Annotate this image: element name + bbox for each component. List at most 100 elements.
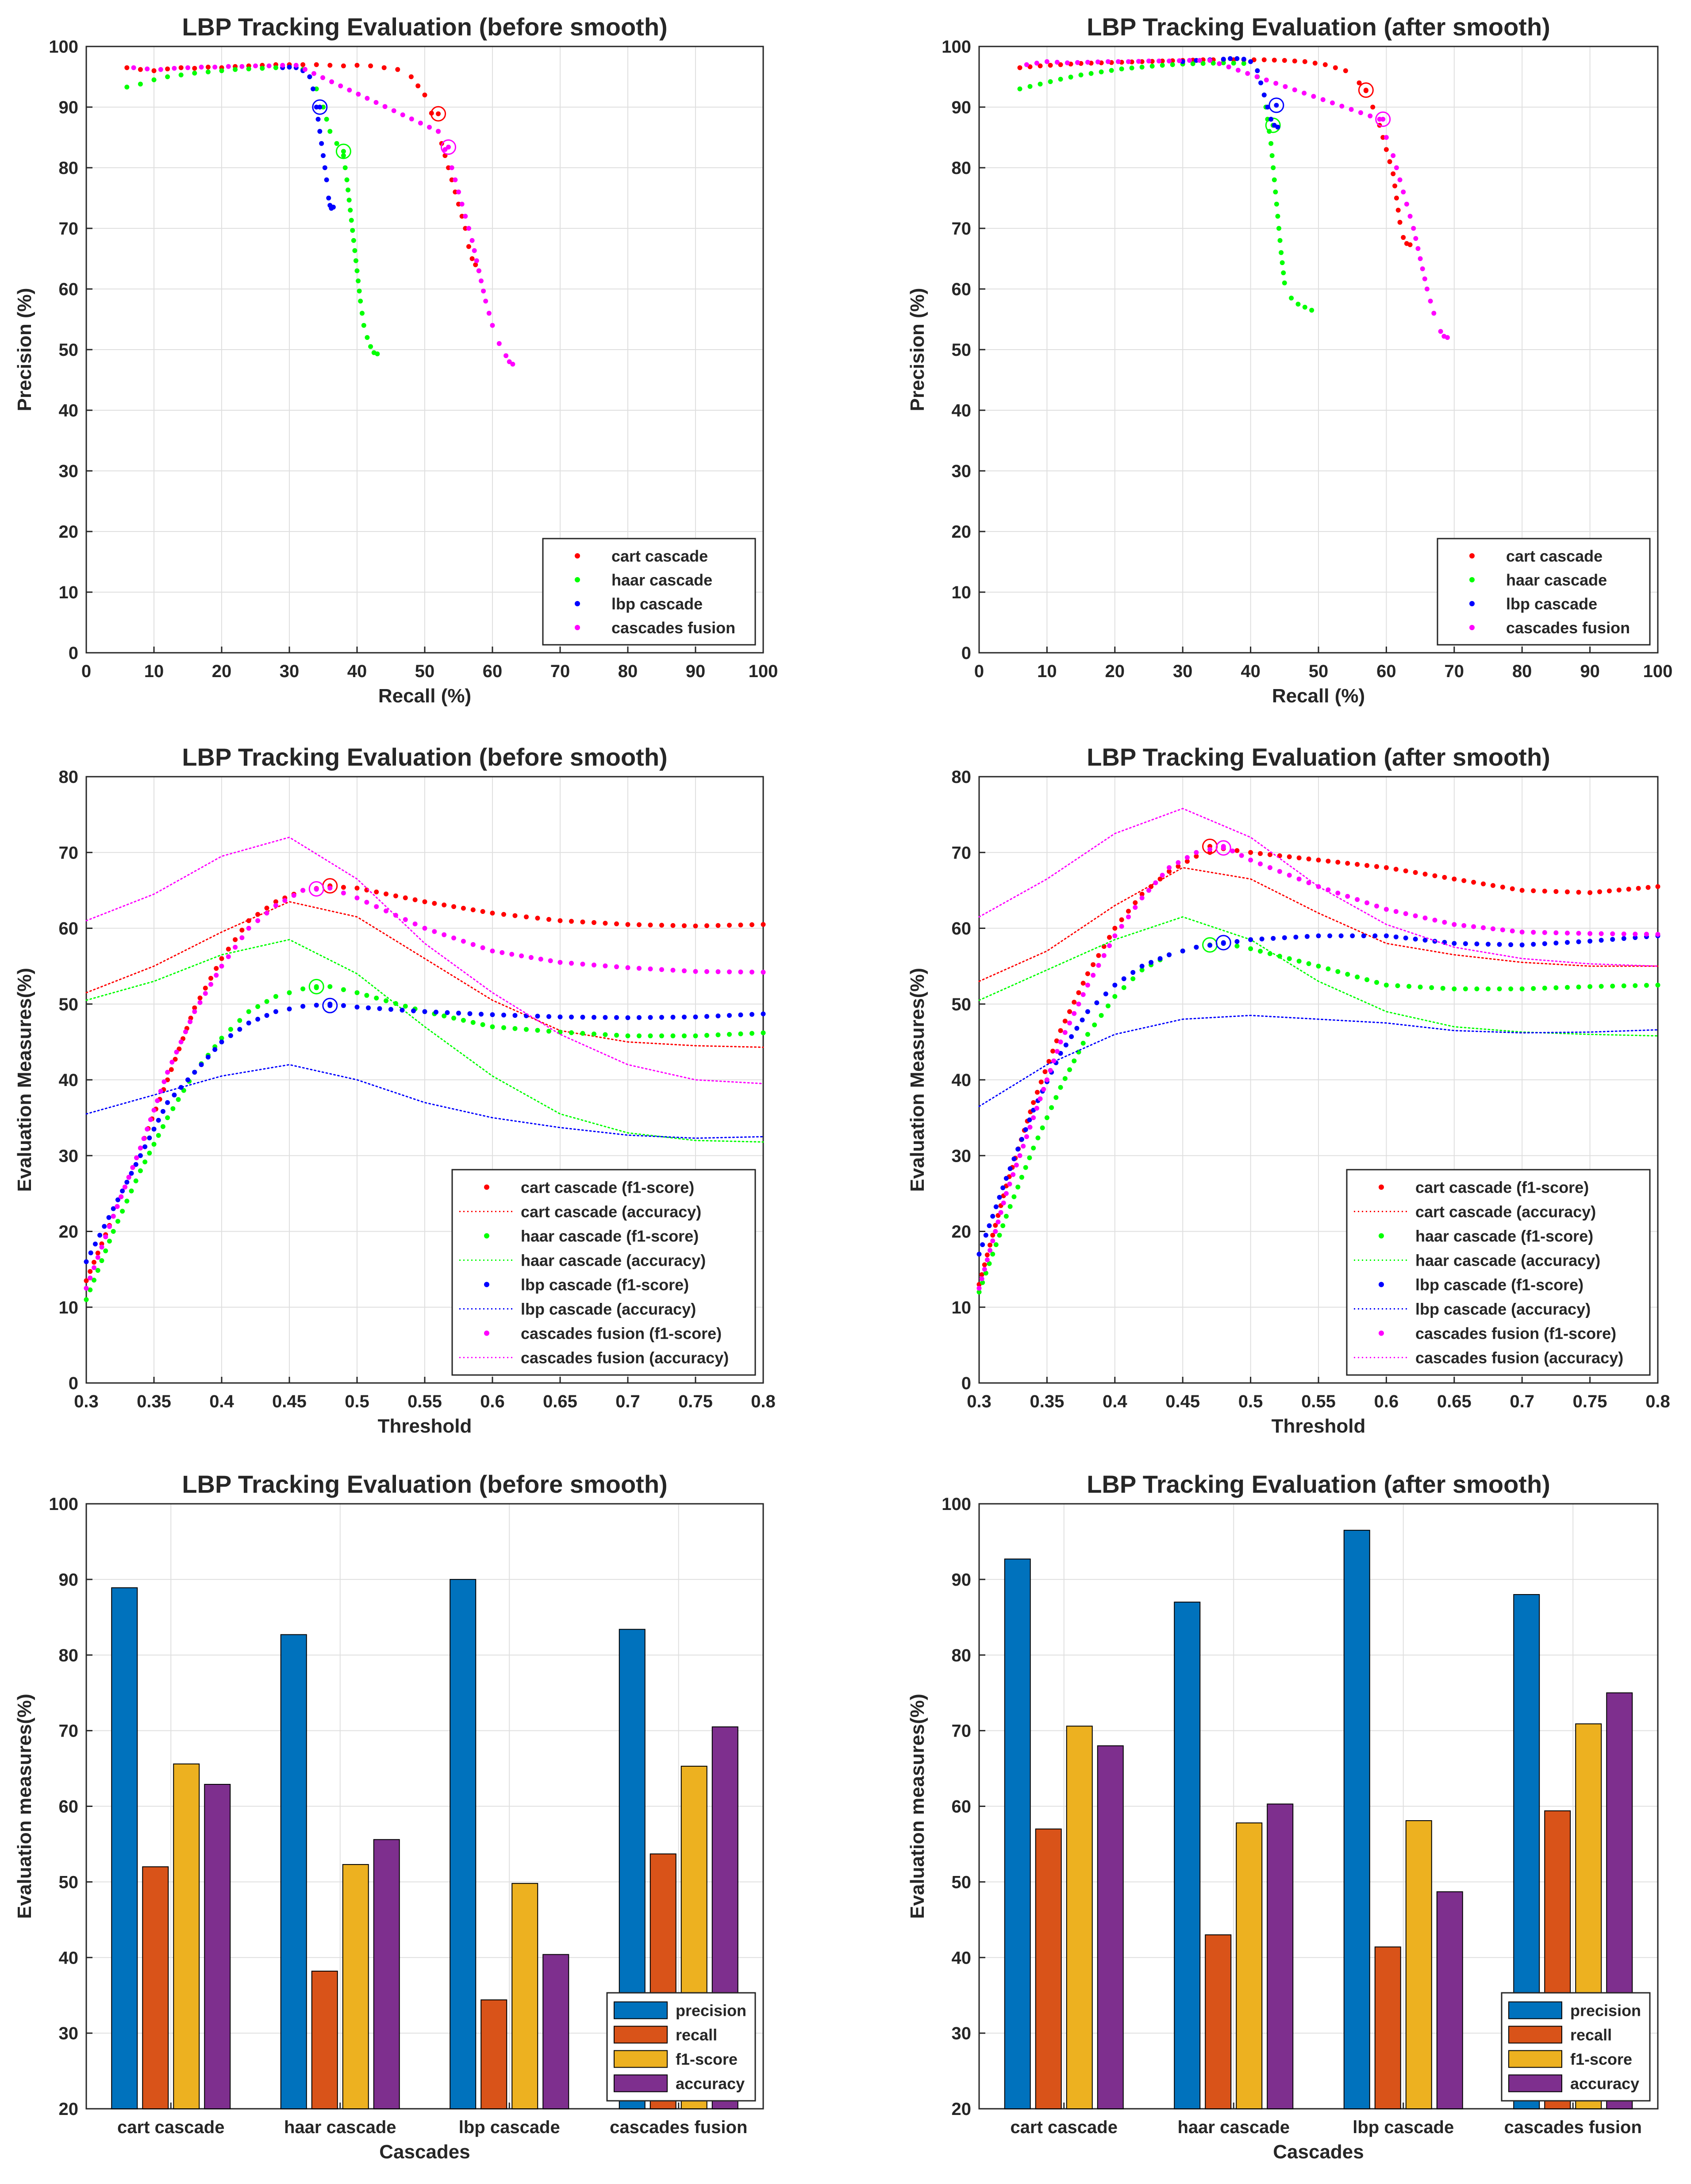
data-point <box>1364 900 1370 905</box>
data-point <box>1429 985 1434 990</box>
data-point <box>1003 1191 1009 1196</box>
legend-label: haar cascade (f1-score) <box>1415 1227 1593 1245</box>
data-point <box>1404 201 1409 207</box>
data-point <box>1258 861 1263 867</box>
data-point <box>761 970 766 975</box>
data-point <box>682 923 687 928</box>
data-point <box>1432 917 1437 923</box>
data-point <box>1279 250 1284 255</box>
data-point <box>1027 1117 1032 1123</box>
data-point <box>603 1032 608 1037</box>
data-point <box>1564 940 1570 945</box>
data-point <box>1531 986 1536 991</box>
data-point <box>1035 1135 1041 1140</box>
y-tick-label: 80 <box>952 158 972 178</box>
data-point <box>592 963 596 968</box>
x-tick-label: 0.55 <box>407 1392 442 1411</box>
data-point <box>1248 850 1253 855</box>
data-point <box>648 922 653 928</box>
data-point <box>422 1009 427 1014</box>
data-point <box>1282 280 1287 285</box>
data-point <box>1320 97 1326 102</box>
data-point <box>1044 1115 1049 1121</box>
data-point <box>1072 999 1077 1005</box>
data-point <box>1610 931 1615 936</box>
data-point <box>145 66 150 72</box>
data-point <box>382 104 388 109</box>
y-tick-label: 60 <box>59 1797 79 1817</box>
data-point <box>1072 1058 1077 1063</box>
legend-label: haar cascade (accuracy) <box>1415 1252 1600 1270</box>
data-point <box>374 890 379 895</box>
data-point <box>354 895 360 901</box>
legend-label: cart cascade <box>1506 547 1603 565</box>
data-point <box>993 1242 999 1247</box>
y-tick-label: 80 <box>59 767 79 787</box>
legend-swatch <box>484 1282 489 1287</box>
data-point <box>1085 1009 1090 1014</box>
data-point <box>1007 1166 1013 1171</box>
data-point <box>1180 948 1185 954</box>
data-point <box>1364 863 1370 868</box>
series-haar-cascade-f1-score <box>84 978 766 1302</box>
data-point <box>172 65 177 71</box>
data-point <box>490 910 495 916</box>
data-point <box>1085 60 1090 65</box>
data-point <box>192 1009 197 1014</box>
data-point <box>111 1206 116 1211</box>
bar-accuracy <box>1267 1803 1294 2109</box>
data-point <box>400 112 405 117</box>
data-point <box>1542 930 1547 935</box>
data-point <box>1497 986 1502 991</box>
data-point <box>130 1165 135 1170</box>
y-tick-label: 90 <box>952 98 972 117</box>
data-point <box>287 1006 292 1012</box>
data-point <box>682 968 687 974</box>
selected-point <box>327 1003 333 1008</box>
data-point <box>1063 1042 1068 1048</box>
data-point <box>1058 1085 1063 1090</box>
data-point <box>761 1030 766 1036</box>
series-haar-cascade-accuracy <box>85 939 764 1143</box>
data-point <box>1335 859 1341 865</box>
data-point <box>366 1005 371 1010</box>
data-point <box>1080 981 1086 986</box>
data-point <box>1374 864 1379 869</box>
data-point <box>205 1055 211 1060</box>
data-point <box>1194 854 1199 859</box>
data-point <box>1422 937 1428 943</box>
y-tick-label: 100 <box>49 1495 78 1514</box>
data-point <box>1387 159 1392 164</box>
data-point <box>659 923 664 928</box>
data-point <box>625 1033 630 1039</box>
data-point <box>427 124 432 130</box>
data-point <box>346 187 351 193</box>
data-point <box>97 1233 103 1238</box>
legend: precision recall f1-score accuracy <box>1501 1992 1651 2102</box>
data-point <box>1058 1028 1063 1033</box>
data-point <box>1133 900 1138 905</box>
y-axis-label: Precision (%) <box>907 288 928 412</box>
data-point <box>384 891 389 897</box>
data-point <box>1239 853 1244 858</box>
data-point <box>1031 1145 1036 1151</box>
data-point <box>1133 905 1138 910</box>
data-point <box>1011 1194 1017 1199</box>
data-point <box>1394 196 1399 200</box>
data-point <box>329 79 334 85</box>
x-tick-label: 0.5 <box>345 1392 369 1411</box>
data-point <box>990 1238 995 1244</box>
data-point <box>546 1014 551 1019</box>
y-tick-label: 40 <box>952 401 972 420</box>
legend-label: recall <box>1570 2026 1612 2044</box>
data-point <box>1302 59 1307 64</box>
data-point <box>1316 963 1321 969</box>
x-tick-label: 100 <box>749 662 778 681</box>
y-tick-label: 40 <box>59 401 79 420</box>
data-point <box>102 1224 107 1229</box>
data-point <box>480 945 485 951</box>
data-point <box>138 67 143 72</box>
data-point <box>528 955 534 960</box>
y-tick-label: 30 <box>952 462 972 481</box>
data-point <box>170 1106 176 1111</box>
